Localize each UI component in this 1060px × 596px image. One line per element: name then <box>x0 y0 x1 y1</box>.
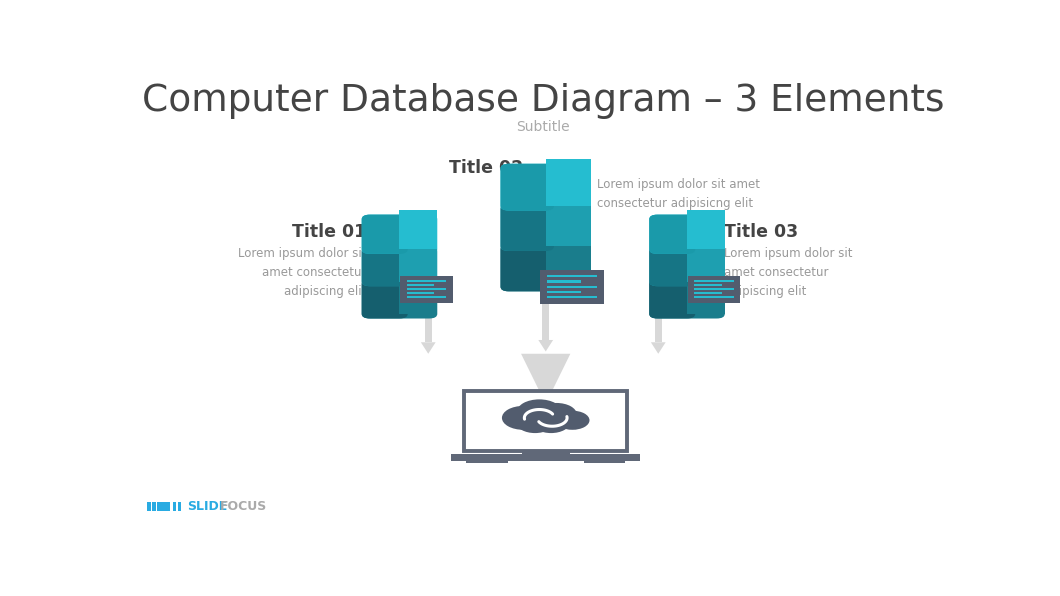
Text: Title 01: Title 01 <box>293 224 367 241</box>
Circle shape <box>516 412 553 433</box>
Circle shape <box>532 412 569 433</box>
Text: Lorem ipsum dolor sit
amet consectetur
adipiscing elit: Lorem ipsum dolor sit amet consectetur a… <box>724 247 852 298</box>
Text: Lorem ipsum dolor sit amet
consectetur adipisicng elit: Lorem ipsum dolor sit amet consectetur a… <box>598 178 760 210</box>
Bar <box>407 296 446 299</box>
Bar <box>407 280 446 282</box>
FancyBboxPatch shape <box>361 280 408 318</box>
FancyBboxPatch shape <box>401 276 453 303</box>
Bar <box>407 284 434 286</box>
FancyBboxPatch shape <box>361 215 408 254</box>
FancyBboxPatch shape <box>500 244 590 291</box>
Bar <box>547 280 581 283</box>
Bar <box>547 285 597 288</box>
Bar <box>153 501 156 511</box>
Bar <box>694 296 734 299</box>
FancyBboxPatch shape <box>361 215 438 254</box>
FancyBboxPatch shape <box>464 391 628 451</box>
Bar <box>546 200 590 246</box>
Bar <box>543 262 549 340</box>
Bar <box>400 210 438 249</box>
Bar <box>547 296 597 298</box>
Circle shape <box>536 403 577 426</box>
FancyBboxPatch shape <box>500 204 590 251</box>
FancyBboxPatch shape <box>361 247 408 286</box>
Bar <box>547 275 597 278</box>
Bar <box>546 159 590 206</box>
Text: SLIDE: SLIDE <box>187 499 227 513</box>
Bar <box>687 210 725 249</box>
Bar <box>400 275 438 314</box>
Text: Title 03: Title 03 <box>724 224 798 241</box>
FancyBboxPatch shape <box>361 280 438 318</box>
Text: Subtitle: Subtitle <box>516 120 570 134</box>
FancyBboxPatch shape <box>500 244 554 291</box>
Bar <box>547 291 581 293</box>
Circle shape <box>502 406 545 430</box>
Polygon shape <box>421 342 436 354</box>
Bar <box>546 240 590 287</box>
Bar <box>655 292 661 342</box>
Bar <box>694 284 722 286</box>
Bar <box>687 275 725 314</box>
FancyBboxPatch shape <box>649 247 725 286</box>
FancyBboxPatch shape <box>649 215 725 254</box>
FancyBboxPatch shape <box>649 247 695 286</box>
Bar <box>522 450 569 454</box>
Bar <box>425 292 431 342</box>
FancyBboxPatch shape <box>500 164 554 210</box>
Text: FOCUS: FOCUS <box>219 499 267 513</box>
Bar <box>694 292 722 294</box>
Text: Title 02: Title 02 <box>448 159 523 177</box>
Bar <box>694 288 734 290</box>
Circle shape <box>517 399 562 424</box>
Bar <box>400 243 438 282</box>
Bar <box>694 280 734 282</box>
Polygon shape <box>538 340 553 352</box>
Bar <box>157 501 171 511</box>
FancyBboxPatch shape <box>500 164 590 210</box>
Circle shape <box>555 411 589 430</box>
FancyBboxPatch shape <box>500 204 554 251</box>
Bar <box>452 454 640 461</box>
Polygon shape <box>522 354 570 392</box>
Bar <box>147 501 151 511</box>
Bar <box>407 288 446 290</box>
Bar <box>407 292 434 294</box>
FancyBboxPatch shape <box>540 270 604 304</box>
Bar <box>173 501 176 511</box>
Polygon shape <box>529 392 563 409</box>
Text: Computer Database Diagram – 3 Elements: Computer Database Diagram – 3 Elements <box>142 83 944 119</box>
Bar <box>583 461 625 463</box>
Bar <box>178 501 181 511</box>
FancyBboxPatch shape <box>649 280 695 318</box>
FancyBboxPatch shape <box>649 215 695 254</box>
FancyBboxPatch shape <box>688 276 740 303</box>
Bar <box>466 461 508 463</box>
FancyBboxPatch shape <box>361 247 438 286</box>
Bar <box>687 243 725 282</box>
Text: Lorem ipsum dolor sit
amet consectetur
adipiscing elit: Lorem ipsum dolor sit amet consectetur a… <box>238 247 367 298</box>
FancyBboxPatch shape <box>649 280 725 318</box>
Polygon shape <box>651 342 666 354</box>
